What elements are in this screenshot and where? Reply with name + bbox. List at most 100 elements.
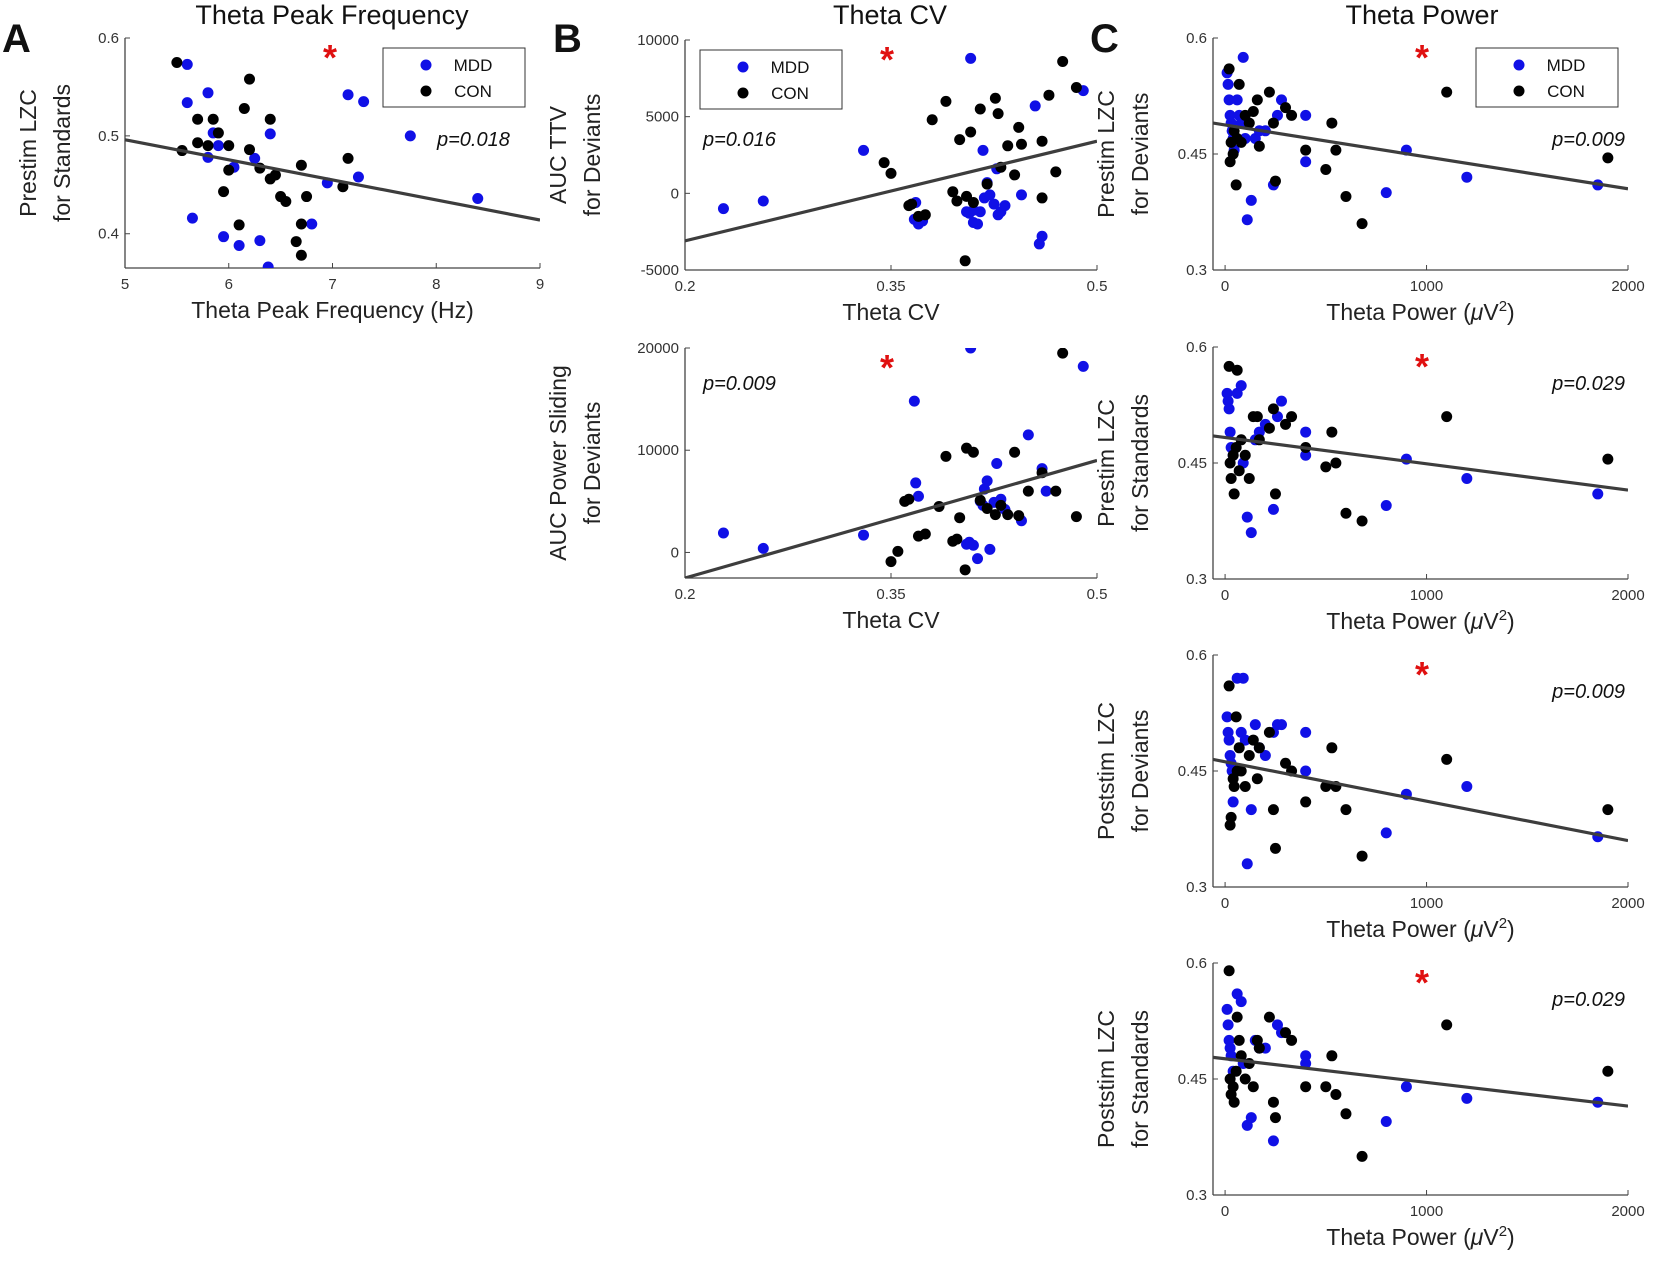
point-con: [1070, 82, 1082, 94]
panel-title-c: Theta Power: [1345, 0, 1498, 30]
point-mdd: [1235, 380, 1247, 392]
significance-star: *: [880, 39, 894, 80]
point-con: [1326, 1050, 1338, 1062]
point-con: [1231, 1011, 1243, 1023]
point-mdd: [1224, 426, 1236, 438]
point-con: [1356, 1150, 1368, 1162]
x-tick-label: 0.2: [675, 278, 696, 295]
point-con: [1300, 796, 1312, 808]
point-mdd: [1461, 1092, 1473, 1104]
point-con: [238, 102, 250, 114]
point-mdd: [358, 96, 370, 108]
legend: MDD CON: [382, 47, 526, 108]
x-tick-label: 0.35: [876, 278, 905, 295]
plot-b2: 0.2 0.35 0.5 0 10000 20000 Theta CV AUC Power S…: [545, 340, 1107, 633]
point-mdd: [1253, 426, 1265, 438]
data-points: [171, 56, 484, 268]
point-mdd: [233, 239, 245, 251]
point-con: [1269, 488, 1281, 500]
point-mdd: [1259, 750, 1271, 762]
point-con: [981, 178, 993, 190]
point-con: [1036, 135, 1048, 147]
point-con: [926, 114, 938, 126]
point-con: [1233, 742, 1245, 754]
point-con: [1251, 411, 1263, 423]
y-tick-label: 0.5: [98, 128, 119, 145]
legend-label-mdd: MDD: [771, 58, 810, 77]
point-con: [1233, 465, 1245, 477]
point-con: [295, 218, 307, 230]
point-con: [1300, 144, 1312, 156]
point-con: [1057, 55, 1069, 67]
point-con: [223, 140, 235, 152]
point-con: [981, 502, 993, 514]
point-con: [1227, 148, 1239, 160]
point-con: [1247, 105, 1259, 117]
point-con: [1002, 140, 1014, 152]
regression-line: [1213, 121, 1628, 191]
y-tick-label: -5000: [641, 262, 679, 279]
p-value-label: p=0.009: [702, 373, 776, 395]
point-con: [1441, 1019, 1453, 1031]
point-con: [940, 450, 952, 462]
y-tick-label: 0.45: [1178, 455, 1207, 472]
panel-letter-a: A: [2, 17, 31, 61]
point-mdd: [181, 58, 193, 70]
point-con: [954, 134, 966, 146]
point-mdd: [1300, 426, 1312, 438]
point-con: [1228, 1096, 1240, 1108]
y-tick-label: 0.4: [98, 226, 119, 243]
point-con: [1239, 780, 1251, 792]
point-mdd: [1400, 1081, 1412, 1093]
point-con: [1280, 418, 1292, 430]
point-mdd: [757, 195, 769, 207]
point-mdd: [910, 477, 922, 489]
y-axis-label: for Deviants: [1127, 93, 1153, 216]
point-con: [1228, 780, 1240, 792]
point-mdd: [186, 212, 198, 224]
point-con: [1230, 179, 1242, 191]
point-mdd: [1223, 94, 1235, 106]
point-mdd: [858, 529, 870, 541]
point-mdd: [1300, 449, 1312, 461]
y-axis-label: for Deviants: [579, 94, 605, 217]
point-mdd: [965, 52, 977, 64]
point-con: [295, 249, 307, 261]
x-tick-label: 0: [1221, 1203, 1229, 1220]
point-mdd: [984, 189, 996, 201]
point-mdd: [249, 152, 261, 164]
point-mdd: [1380, 187, 1392, 199]
point-con: [212, 127, 224, 139]
x-tick-label: 0.5: [1087, 586, 1108, 603]
y-axis-label: for Deviants: [1127, 710, 1153, 833]
y-tick-label: 0: [671, 544, 679, 561]
point-con: [1602, 1065, 1614, 1077]
plots-layer: 5 6 7 8 9 0.4 0.5 0.6 Theta Peak Frequency (Hz) P…: [15, 30, 1645, 1250]
point-con: [1269, 842, 1281, 854]
point-con: [1253, 1042, 1265, 1054]
point-con: [1286, 109, 1298, 121]
point-con: [1441, 753, 1453, 765]
significance-star: *: [1415, 37, 1429, 78]
x-tick-label: 8: [432, 276, 440, 293]
point-con: [244, 73, 255, 85]
point-con: [1320, 163, 1332, 175]
point-mdd: [717, 203, 729, 215]
point-con: [1015, 138, 1027, 150]
point-con: [1330, 144, 1342, 156]
point-mdd: [1245, 527, 1257, 539]
data-points: [1221, 51, 1614, 230]
point-con: [1013, 121, 1025, 133]
point-mdd: [908, 395, 920, 407]
legend-label-mdd: MDD: [1547, 56, 1586, 75]
point-mdd: [1245, 804, 1257, 816]
point-mdd: [757, 542, 769, 554]
point-mdd: [342, 89, 354, 101]
y-tick-label: 0.6: [1186, 30, 1207, 47]
point-mdd: [972, 553, 984, 565]
point-con: [1230, 711, 1242, 723]
x-tick-label: 7: [328, 276, 336, 293]
point-con: [1441, 411, 1453, 423]
point-mdd: [965, 348, 977, 354]
y-axis-label: Poststim LZC: [1093, 1010, 1119, 1148]
